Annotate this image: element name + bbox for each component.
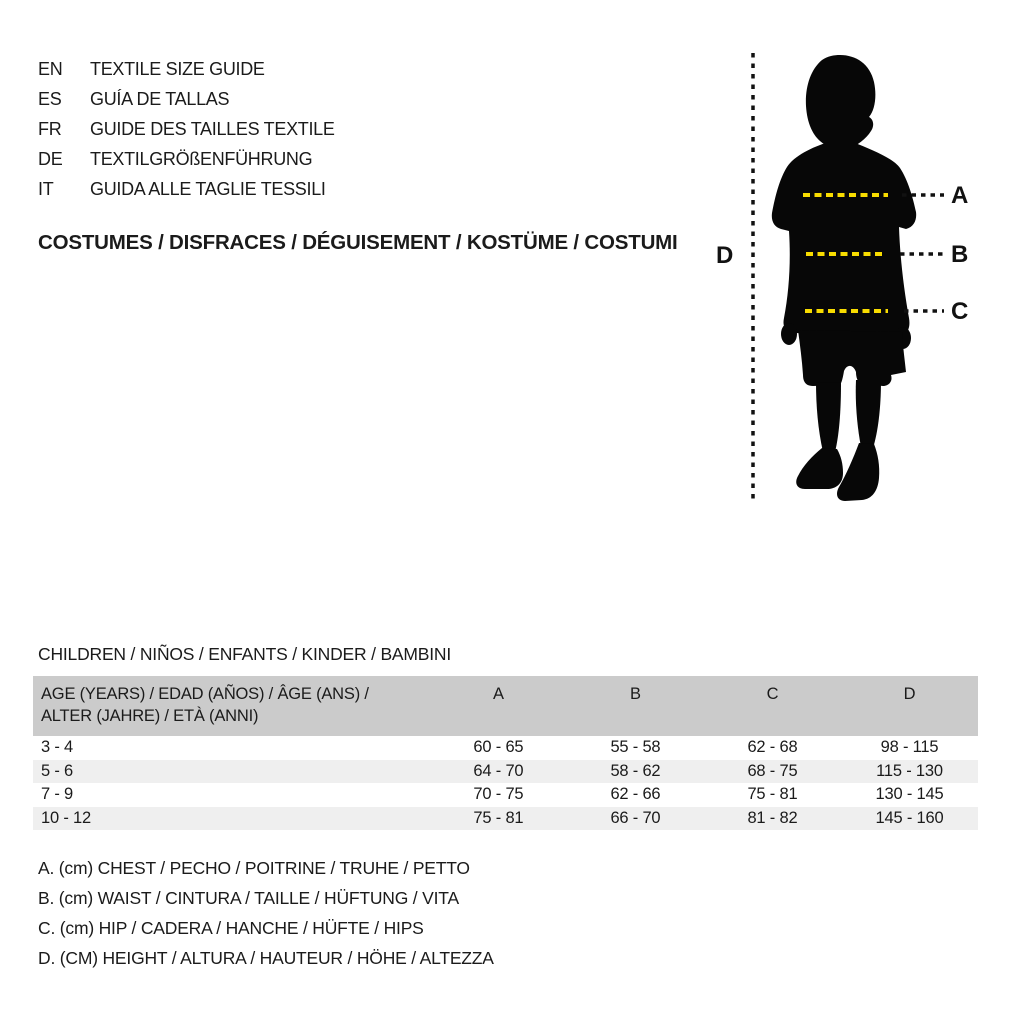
child-silhouette xyxy=(771,55,917,501)
section-title-children: CHILDREN / NIÑOS / ENFANTS / KINDER / BA… xyxy=(38,644,452,664)
column-header-b: B xyxy=(566,676,704,736)
hip-cell: 75 - 81 xyxy=(747,785,798,803)
language-code: IT xyxy=(38,179,54,199)
language-row: ES GUÍA DE TALLAS xyxy=(38,84,335,114)
age-cell: 5 - 6 xyxy=(41,761,74,780)
language-code: EN xyxy=(38,59,63,79)
height-cell: 98 - 115 xyxy=(880,738,939,756)
height-cell: 130 - 145 xyxy=(875,785,944,803)
hip-cell: 62 - 68 xyxy=(747,738,798,756)
table-row: 5 - 6 64 - 70 58 - 62 68 - 75 115 - 130 xyxy=(33,759,978,783)
language-title: TEXTILGRÖßENFÜHRUNG xyxy=(90,149,313,169)
column-header-c: C xyxy=(703,676,841,736)
language-row: FR GUIDE DES TAILLES TEXTILE xyxy=(38,114,335,144)
table-row: 10 - 12 75 - 81 66 - 70 81 - 82 145 - 16… xyxy=(33,806,978,830)
measurement-diagram: D A B C xyxy=(716,53,968,503)
age-cell: 7 - 9 xyxy=(41,785,74,803)
chest-cell: 64 - 70 xyxy=(473,761,524,780)
height-label-d: D xyxy=(716,242,733,269)
age-cell: 3 - 4 xyxy=(41,738,74,756)
legend-line-height: D. (CM) HEIGHT / ALTURA / HAUTEUR / HÖHE… xyxy=(38,948,494,968)
measure-dash-lines xyxy=(803,193,888,313)
waist-cell: 55 - 58 xyxy=(610,738,661,756)
waist-cell: 62 - 66 xyxy=(610,785,661,803)
hip-cell: 81 - 82 xyxy=(747,808,798,827)
language-row: DE TEXTILGRÖßENFÜHRUNG xyxy=(38,144,335,174)
waist-cell: 66 - 70 xyxy=(610,808,661,827)
language-title: GUIDA ALLE TAGLIE TESSILI xyxy=(90,179,326,199)
age-cell: 10 - 12 xyxy=(41,808,91,827)
waist-cell: 58 - 62 xyxy=(610,761,661,780)
legend-line-hip: C. (cm) HIP / CADERA / HANCHE / HÜFTE / … xyxy=(38,918,424,938)
measure-label-a: A xyxy=(951,182,968,209)
measure-label-b: B xyxy=(951,241,968,268)
age-header-line1: AGE (YEARS) / EDAD (AÑOS) / ÂGE (ANS) / xyxy=(41,685,369,703)
chest-cell: 60 - 65 xyxy=(473,738,524,756)
chest-cell: 75 - 81 xyxy=(473,808,524,827)
measure-label-c: C xyxy=(951,298,968,325)
language-row: EN TEXTILE SIZE GUIDE xyxy=(38,54,335,84)
age-column-header: AGE (YEARS) / EDAD (AÑOS) / ÂGE (ANS) / … xyxy=(33,676,430,736)
language-title-list: EN TEXTILE SIZE GUIDE ES GUÍA DE TALLAS … xyxy=(38,54,335,204)
table-row: 3 - 4 60 - 65 55 - 58 62 - 68 98 - 115 xyxy=(33,736,978,760)
language-row: IT GUIDA ALLE TAGLIE TESSILI xyxy=(38,174,335,204)
measurement-legend: A. (cm) CHEST / PECHO / POITRINE / TRUHE… xyxy=(38,853,494,973)
size-table: AGE (YEARS) / EDAD (AÑOS) / ÂGE (ANS) / … xyxy=(33,676,978,830)
language-code: FR xyxy=(38,119,62,139)
legend-line-waist: B. (cm) WAIST / CINTURA / TAILLE / HÜFTU… xyxy=(38,888,459,908)
table-row: 7 - 9 70 - 75 62 - 66 75 - 81 130 - 145 xyxy=(33,783,978,807)
language-title: TEXTILE SIZE GUIDE xyxy=(90,59,265,79)
height-cell: 115 - 130 xyxy=(876,761,943,780)
language-title: GUÍA DE TALLAS xyxy=(90,89,230,109)
age-header-line2: ALTER (JAHRE) / ETÀ (ANNI) xyxy=(41,707,259,725)
legend-line-chest: A. (cm) CHEST / PECHO / POITRINE / TRUHE… xyxy=(38,858,470,878)
column-header-d: D xyxy=(840,676,978,736)
table-header-row: AGE (YEARS) / EDAD (AÑOS) / ÂGE (ANS) / … xyxy=(33,676,978,736)
column-header-a: A xyxy=(429,676,567,736)
chest-cell: 70 - 75 xyxy=(473,785,524,803)
category-title: COSTUMES / DISFRACES / DÉGUISEMENT / KOS… xyxy=(38,231,678,254)
hip-cell: 68 - 75 xyxy=(747,761,798,780)
height-cell: 145 - 160 xyxy=(875,808,944,827)
label-connector-lines xyxy=(900,193,944,313)
language-code: ES xyxy=(38,89,62,109)
language-code: DE xyxy=(38,149,63,169)
language-title: GUIDE DES TAILLES TEXTILE xyxy=(90,119,335,139)
